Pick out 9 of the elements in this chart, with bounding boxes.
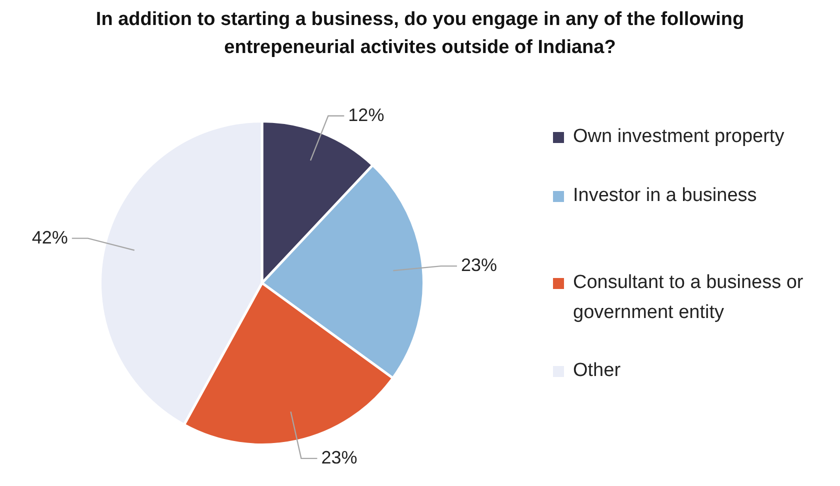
legend-label: Own investment property — [573, 125, 784, 149]
data-label: 23% — [460, 255, 497, 276]
data-label: 23% — [321, 447, 358, 468]
legend-label: Investor in a business — [573, 184, 757, 208]
chart-title: In addition to starting a business, do you engage in any of the following entrepeneurial activites outside of Indiana? — [94, 8, 746, 60]
legend-label: Consultant to a business or government entity — [573, 271, 804, 325]
legend-label: Other — [573, 359, 621, 383]
data-label: 42% — [32, 227, 68, 248]
data-label: 12% — [348, 104, 384, 125]
